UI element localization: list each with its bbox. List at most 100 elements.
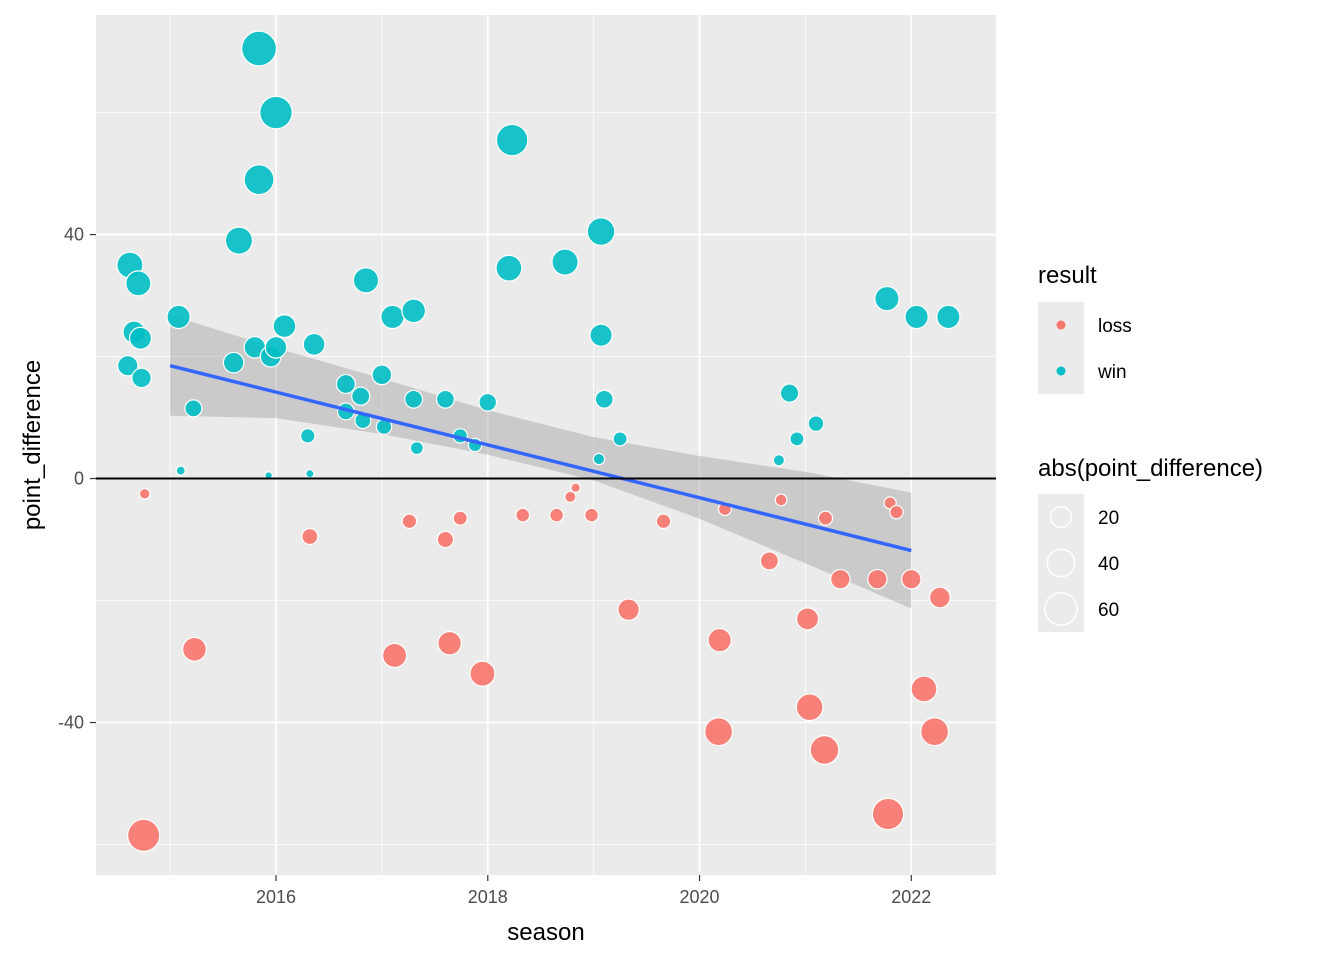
win-point <box>478 392 498 412</box>
x-tick-label: 2020 <box>680 887 720 907</box>
loss-point <box>469 660 496 687</box>
win-point <box>936 304 961 330</box>
win-point <box>594 389 614 409</box>
win-point <box>305 468 315 479</box>
loss-point <box>549 507 565 523</box>
legend-key-loss <box>1056 320 1066 330</box>
win-point <box>302 332 326 356</box>
win-point <box>117 354 139 377</box>
loss-point <box>795 607 820 631</box>
win-point <box>779 383 800 403</box>
win-point <box>789 431 805 447</box>
loss-point <box>437 630 462 656</box>
win-point <box>264 336 288 359</box>
legend-key-win <box>1056 366 1066 376</box>
win-point <box>589 323 613 347</box>
win-point <box>586 217 616 246</box>
legend-label-win: win <box>1097 362 1127 383</box>
loss-point <box>655 513 672 530</box>
win-point <box>807 415 825 433</box>
loss-point <box>436 530 455 549</box>
minor-grid <box>96 15 996 875</box>
loss-point <box>515 507 531 523</box>
points <box>116 30 961 852</box>
win-point <box>299 428 316 444</box>
legend-size-key-20 <box>1049 505 1073 529</box>
loss-point <box>452 510 468 526</box>
win-point <box>592 452 606 466</box>
win-point <box>495 254 523 282</box>
loss-point <box>182 636 207 662</box>
loss-point <box>570 482 581 493</box>
loss-point <box>584 507 599 523</box>
x-tick-label: 2018 <box>468 887 508 907</box>
win-point <box>224 226 254 255</box>
loss-point <box>707 627 732 653</box>
loss-point <box>301 527 319 546</box>
loss-point <box>871 797 905 831</box>
win-point <box>401 298 427 324</box>
loss-point <box>889 504 904 520</box>
win-point <box>335 373 356 395</box>
win-point <box>125 270 152 297</box>
loss-point <box>901 568 922 590</box>
win-point <box>222 351 245 374</box>
win-point <box>495 123 529 157</box>
loss-point <box>774 493 788 507</box>
loss-point <box>704 717 734 747</box>
x-axis-title: season <box>507 919 584 946</box>
win-point <box>874 285 900 312</box>
legend-size-bg <box>1038 494 1084 632</box>
win-point <box>435 389 455 409</box>
loss-point <box>867 568 888 590</box>
loss-point <box>920 717 950 747</box>
legend-size-key-60 <box>1044 592 1078 626</box>
legend-result-title: result <box>1038 262 1097 289</box>
trend-line <box>169 364 912 553</box>
loss-point <box>830 568 851 590</box>
y-axis: -40 0 40 <box>58 225 96 733</box>
win-point <box>612 431 628 447</box>
y-axis-title: point_difference <box>19 360 46 530</box>
loss-point <box>617 598 640 621</box>
loss-point <box>401 513 418 530</box>
legend-label-loss: loss <box>1098 316 1132 337</box>
win-point <box>904 304 929 330</box>
loss-point <box>381 642 408 669</box>
loss-point <box>127 818 161 852</box>
y-tick-label: 40 <box>64 225 84 245</box>
win-point <box>380 304 405 330</box>
win-point <box>272 314 297 339</box>
win-point <box>772 454 786 467</box>
win-point <box>409 440 424 456</box>
loss-point <box>138 487 151 500</box>
legend-label-size-60: 60 <box>1098 600 1119 621</box>
x-tick-label: 2016 <box>256 887 296 907</box>
legend-label-size-20: 20 <box>1098 508 1119 529</box>
win-point <box>184 399 203 418</box>
loss-point <box>759 551 780 571</box>
win-point <box>128 326 153 350</box>
win-point <box>243 164 275 196</box>
y-tick-label: 0 <box>74 469 84 489</box>
win-point <box>241 30 278 67</box>
loss-point <box>809 735 840 765</box>
x-tick-label: 2022 <box>891 887 931 907</box>
win-point <box>352 267 380 294</box>
win-point <box>166 304 191 330</box>
win-point <box>404 389 424 409</box>
win-point <box>259 95 293 130</box>
win-point <box>351 386 371 406</box>
legend-size-title: abs(point_difference) <box>1038 455 1263 482</box>
loss-point <box>928 586 951 609</box>
plot-panel <box>96 15 996 875</box>
y-tick-label: -40 <box>58 713 84 733</box>
x-axis: 2016 2018 2020 2022 <box>256 875 931 907</box>
legend-size-keys <box>1044 505 1078 626</box>
loss-point <box>795 693 824 722</box>
win-point <box>371 364 393 386</box>
loss-point <box>564 490 577 504</box>
win-point <box>175 465 186 476</box>
legend-size-key-40 <box>1046 548 1076 578</box>
